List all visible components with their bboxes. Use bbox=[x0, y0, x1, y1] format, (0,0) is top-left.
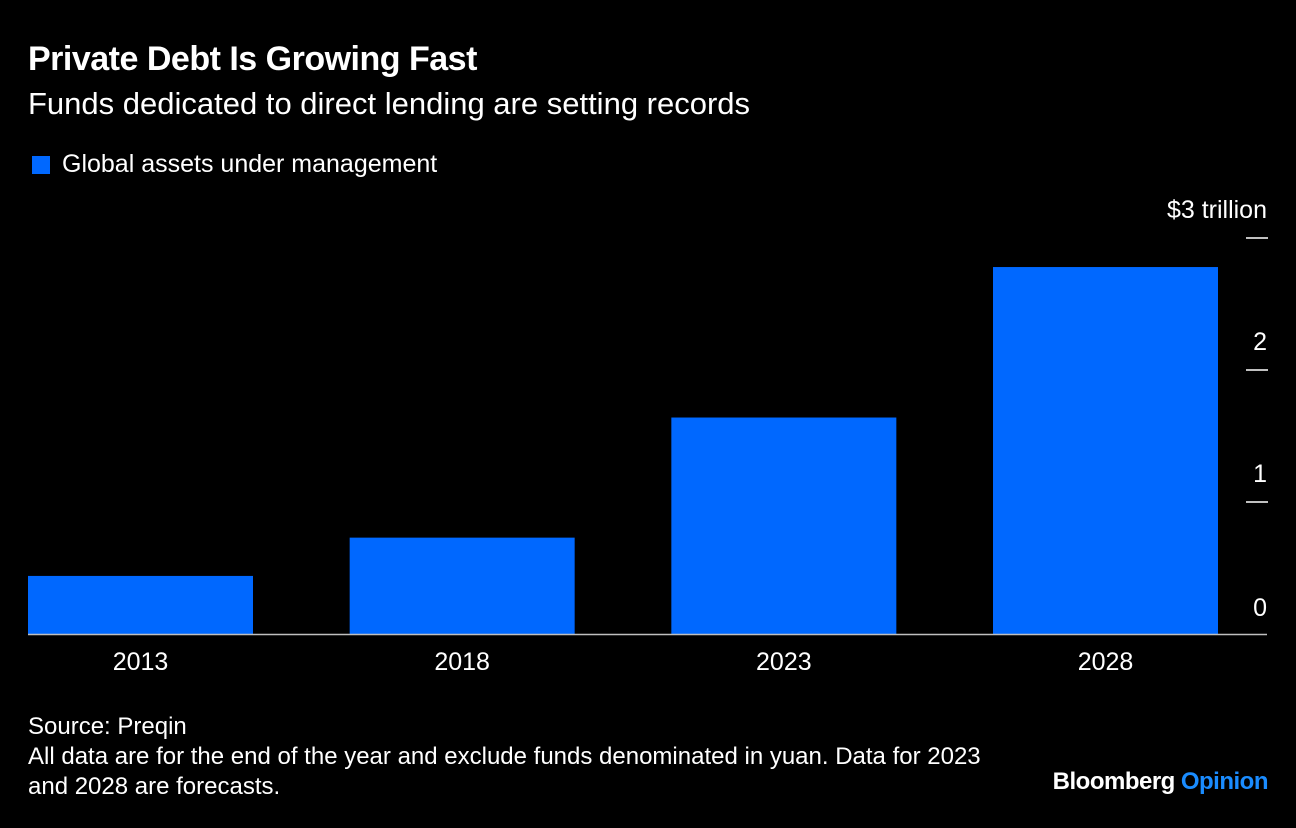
x-tick-label: 2028 bbox=[1078, 648, 1134, 676]
y-tick-label: $3 trillion bbox=[1167, 196, 1267, 224]
bar-2023 bbox=[671, 417, 897, 634]
y-tick-label: 1 bbox=[1253, 460, 1267, 488]
bar-2018 bbox=[349, 537, 575, 634]
bar-2028 bbox=[993, 267, 1218, 634]
chart-subtitle: Funds dedicated to direct lending are se… bbox=[28, 86, 751, 121]
source-text: Source: Preqin bbox=[28, 713, 187, 740]
legend: Global assets under management bbox=[32, 150, 437, 179]
legend-swatch bbox=[32, 155, 50, 174]
brand-primary: Bloomberg bbox=[1052, 768, 1176, 795]
x-tick-label: 2013 bbox=[113, 648, 169, 676]
note-text: All data are for the end of the year and… bbox=[28, 743, 981, 800]
x-tick-label: 2023 bbox=[756, 648, 812, 676]
chart-title: Private Debt Is Growing Fast bbox=[28, 40, 477, 78]
brand-secondary: Opinion bbox=[1180, 768, 1269, 795]
footnote: Source: Preqin All data are for the end … bbox=[28, 712, 1008, 802]
y-tick-label: 2 bbox=[1253, 328, 1267, 356]
bar-2013 bbox=[28, 575, 253, 634]
x-tick-label: 2018 bbox=[434, 648, 490, 676]
brand-logo: Bloomberg Opinion bbox=[1052, 768, 1269, 796]
legend-label: Global assets under management bbox=[62, 150, 438, 178]
y-tick-label: 0 bbox=[1253, 594, 1267, 622]
